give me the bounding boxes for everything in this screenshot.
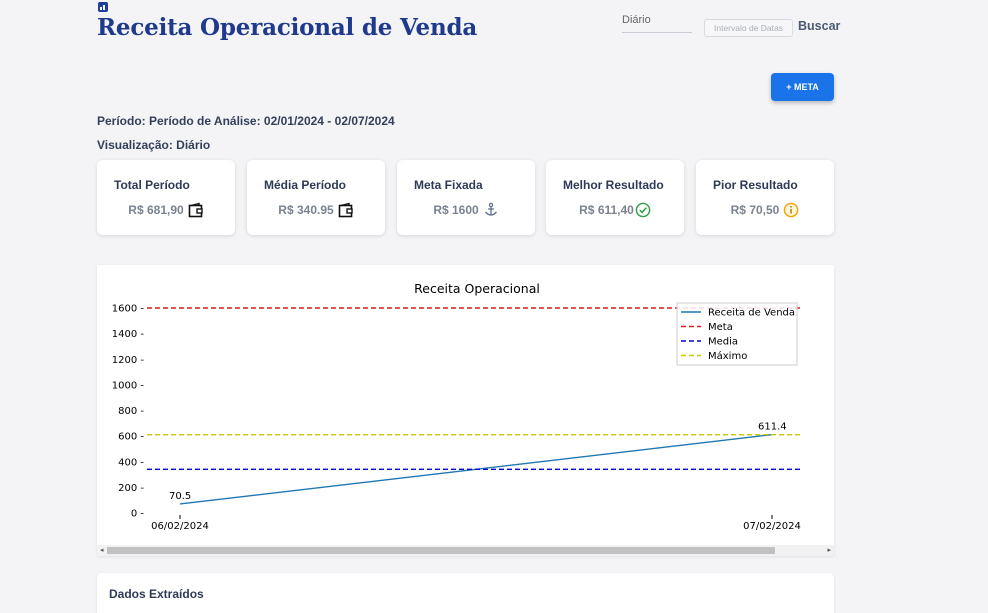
card-average-period: Média Período R$ 340.95 [247,160,385,235]
x-tick-label: 06/02/2024 [151,521,209,532]
check-circle-icon [635,202,651,218]
card-value: R$ 611,40 [579,203,634,217]
period-label: Período: Período de Análise: 02/01/2024 … [97,114,395,128]
y-tick-label: 400 - [118,457,144,468]
view-select[interactable]: Diário [622,12,692,33]
chart-title: Receita Operacional [414,281,540,296]
y-tick-label: 1600 - [112,304,145,315]
x-tick-label: 07/02/2024 [743,521,801,532]
info-circle-icon [784,202,799,218]
card-value: R$ 340.95 [278,203,334,217]
revenue-chart: Receita Operacional 0 - 200 - 400 - 600 - 80… [112,281,802,532]
y-tick-label: 600 - [118,432,144,443]
extracted-data-title: Dados Extraídos [109,587,204,601]
view-label: Visualização: Diário [97,138,211,152]
card-value: R$ 70,50 [730,203,780,217]
legend-label: Máximo [708,350,747,362]
wallet-icon [188,202,203,218]
app-logo-icon [98,2,108,12]
search-button[interactable]: Buscar [798,19,841,33]
y-tick-label: 1200 - [112,355,145,366]
card-fixed-target: Meta Fixada R$ 1600 [397,160,535,235]
add-meta-button[interactable]: + META [771,73,834,101]
y-tick-label: 1000 - [112,380,145,391]
card-best-result: Melhor Resultado R$ 611,40 [546,160,684,235]
scroll-right-arrow-icon[interactable]: ▸ [827,547,831,554]
y-tick-label: 1400 - [112,329,145,340]
card-total-period: Total Período R$ 681,90 [97,160,235,235]
y-tick-label: 800 - [118,406,144,417]
date-range-input[interactable]: Intervalo de Datas [704,19,793,37]
wallet-icon [338,202,353,218]
data-labels: 70.5 611.4 [169,422,787,502]
legend-label: Media [708,337,738,348]
card-value: R$ 1600 [433,203,479,217]
card-title: Total Período [114,178,190,192]
data-label: 611.4 [758,422,787,433]
card-title: Melhor Resultado [563,178,664,192]
card-value: R$ 681,90 [128,203,184,217]
scrollbar-thumb[interactable] [107,547,775,554]
scroll-left-arrow-icon[interactable]: ◂ [100,547,104,554]
card-title: Média Período [264,178,347,192]
chart-horizontal-scrollbar[interactable]: ◂ ▸ [97,545,834,556]
extracted-data-panel: Dados Extraídos [97,573,834,613]
legend: Receita de Venda Meta Media Máximo [676,302,798,366]
data-label: 70.5 [169,491,191,502]
legend-label: Receita de Venda [708,308,795,319]
card-title: Pior Resultado [713,178,798,192]
card-title: Meta Fixada [414,178,483,192]
anchor-icon [484,202,497,216]
y-tick-label: 200 - [118,483,144,494]
y-axis: 0 - 200 - 400 - 600 - 800 - 1000 - 1200 - 1400 … [112,304,145,520]
x-axis: 06/02/2024 07/02/2024 [151,515,801,532]
y-tick-label: 0 - [131,509,145,520]
chart-panel: Receita Operacional 0 - 200 - 400 - 600 - 80… [97,265,834,556]
legend-label: Meta [708,322,733,333]
card-worst-result: Pior Resultado R$ 70,50 [696,160,834,235]
page-title: Receita Operacional de Venda [97,14,478,41]
